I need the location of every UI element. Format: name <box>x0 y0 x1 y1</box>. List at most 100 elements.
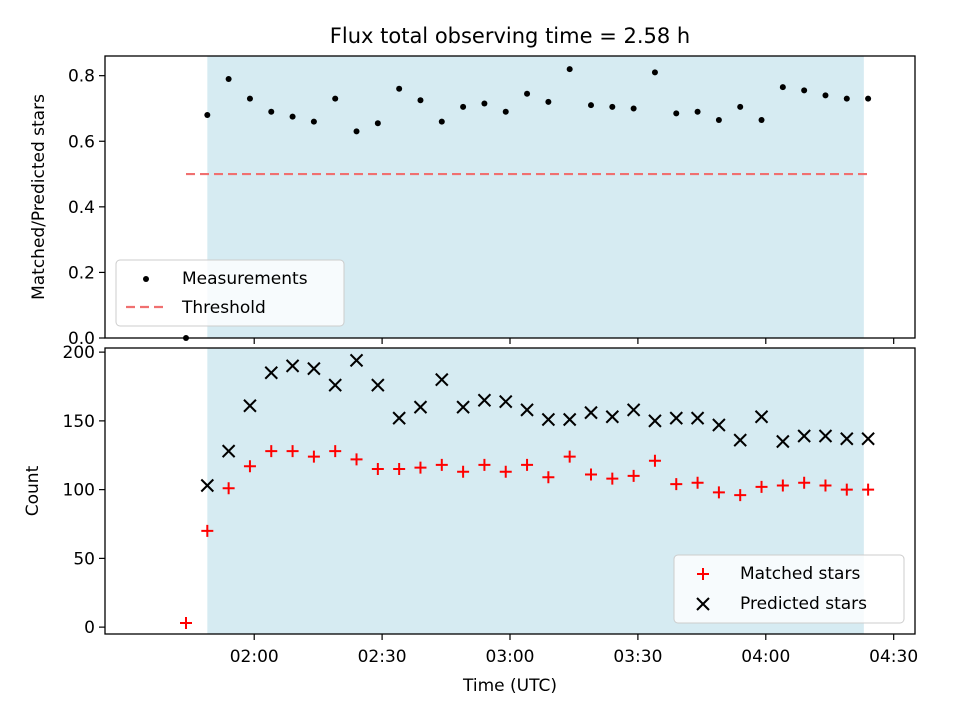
matched-star-point <box>499 465 512 478</box>
top-marks <box>183 66 872 341</box>
matched-star-point <box>798 476 811 489</box>
x-tick-label: 02:00 <box>230 647 279 667</box>
top-y-axis-label: Matched/Predicted stars <box>29 94 49 300</box>
measurement-point <box>737 103 744 110</box>
legend-predicted-label: Predicted stars <box>740 594 867 614</box>
predicted-star-point <box>861 432 875 446</box>
matched-star-point <box>286 445 299 458</box>
predicted-star-point <box>435 372 449 387</box>
matched-star-point <box>819 479 832 492</box>
measurement-point <box>843 95 850 102</box>
top-legend: Measurements Threshold <box>115 259 345 327</box>
matched-star-point <box>393 463 406 475</box>
matched-star-point <box>414 461 427 474</box>
measurement-point <box>460 103 467 110</box>
y-tick-label: 100 <box>63 481 95 501</box>
chart-title: Flux total observing time = 2.58 h <box>330 24 690 48</box>
measurement-point <box>438 118 445 125</box>
top-y-ticks: 0.0 0.2 0.4 0.6 0.8 <box>68 67 105 349</box>
predicted-star-point <box>413 400 428 414</box>
matched-star-point <box>734 489 747 502</box>
measurement-point <box>630 105 637 112</box>
x-axis-label: Time (UTC) <box>462 676 557 696</box>
predicted-star-point <box>754 410 769 424</box>
measurement-point <box>822 92 829 99</box>
predicted-star-point <box>584 405 598 420</box>
measurement-point <box>268 108 275 115</box>
measurement-point <box>588 102 594 109</box>
legend-measurements-label: Measurements <box>182 269 308 289</box>
predicted-star-point <box>626 403 641 417</box>
matched-star-point <box>243 460 256 473</box>
predicted-star-point <box>776 434 790 449</box>
predicted-star-point <box>392 411 406 425</box>
measurement-point <box>524 90 531 97</box>
measurement-point <box>545 98 552 105</box>
matched-star-point <box>201 524 214 537</box>
matched-star-point <box>840 483 853 496</box>
measurement-point <box>289 113 296 120</box>
measurement-point <box>396 85 403 92</box>
legend-matched-label: Matched stars <box>740 564 860 584</box>
matched-star-point <box>862 483 875 496</box>
y-tick-label: 0.8 <box>68 67 95 87</box>
matched-star-point <box>691 476 704 489</box>
predicted-star-point <box>285 359 300 373</box>
predicted-star-point <box>733 433 747 447</box>
predicted-star-point <box>712 418 726 432</box>
measurement-point <box>566 66 573 73</box>
predicted-star-point <box>818 429 833 443</box>
x-tick-label: 02:30 <box>358 647 407 667</box>
measurement-point <box>801 87 808 94</box>
matched-star-point <box>435 458 448 471</box>
y-tick-label: 150 <box>63 412 95 432</box>
predicted-star-point <box>477 393 492 407</box>
predicted-star-point <box>371 378 385 392</box>
matched-star-point <box>648 454 661 467</box>
predicted-star-point <box>499 394 513 409</box>
predicted-star-point <box>349 353 364 368</box>
matched-star-point <box>521 458 534 471</box>
matched-star-point <box>606 472 619 485</box>
legend-threshold-label: Threshold <box>181 298 266 318</box>
legend-box <box>673 554 905 624</box>
matched-star-point <box>542 471 555 484</box>
matched-star-point <box>627 469 640 482</box>
predicted-star-point <box>243 399 257 413</box>
matched-star-point <box>776 479 789 492</box>
bottom-panel: 0 50 100 150 200 02:00 02:30 03:00 03:30 04:00 04… <box>23 343 918 696</box>
x-tick-label: 03:00 <box>486 647 535 667</box>
x-tick-label: 04:00 <box>741 647 790 667</box>
matched-star-point <box>371 463 384 475</box>
predicted-star-point <box>605 410 620 424</box>
measurement-point <box>204 112 211 119</box>
predicted-star-point <box>669 411 683 425</box>
legend-predicted-swatch <box>696 597 710 611</box>
matched-star-point <box>585 468 597 481</box>
matched-star-point <box>329 445 342 458</box>
matched-star-point <box>478 458 491 471</box>
matched-star-point <box>755 480 768 493</box>
measurement-point <box>502 108 509 115</box>
predicted-star-point <box>328 378 342 392</box>
y-tick-label: 0.6 <box>68 132 95 152</box>
bottom-legend: Matched stars Predicted stars <box>673 554 905 624</box>
measurement-point <box>332 95 339 102</box>
matched-star-point <box>350 453 363 466</box>
measurement-point <box>246 95 253 102</box>
measurement-point <box>651 69 658 76</box>
predicted-star-point <box>200 478 215 493</box>
matched-star-point <box>712 486 725 499</box>
bottom-x-ticks: 02:00 02:30 03:00 03:30 04:00 04:30 <box>230 634 918 667</box>
measurement-point <box>779 84 786 91</box>
y-tick-label: 0.2 <box>68 263 95 283</box>
measurement-point <box>374 120 381 127</box>
predicted-star-point <box>264 366 278 380</box>
predicted-star-point <box>456 400 470 414</box>
legend-measurements-swatch <box>143 276 149 282</box>
top-panel: 0.0 0.2 0.4 0.6 0.8 Flux total observing tim… <box>29 24 916 349</box>
measurement-point <box>417 97 424 104</box>
measurement-point <box>758 116 765 123</box>
bottom-marks <box>180 353 875 629</box>
